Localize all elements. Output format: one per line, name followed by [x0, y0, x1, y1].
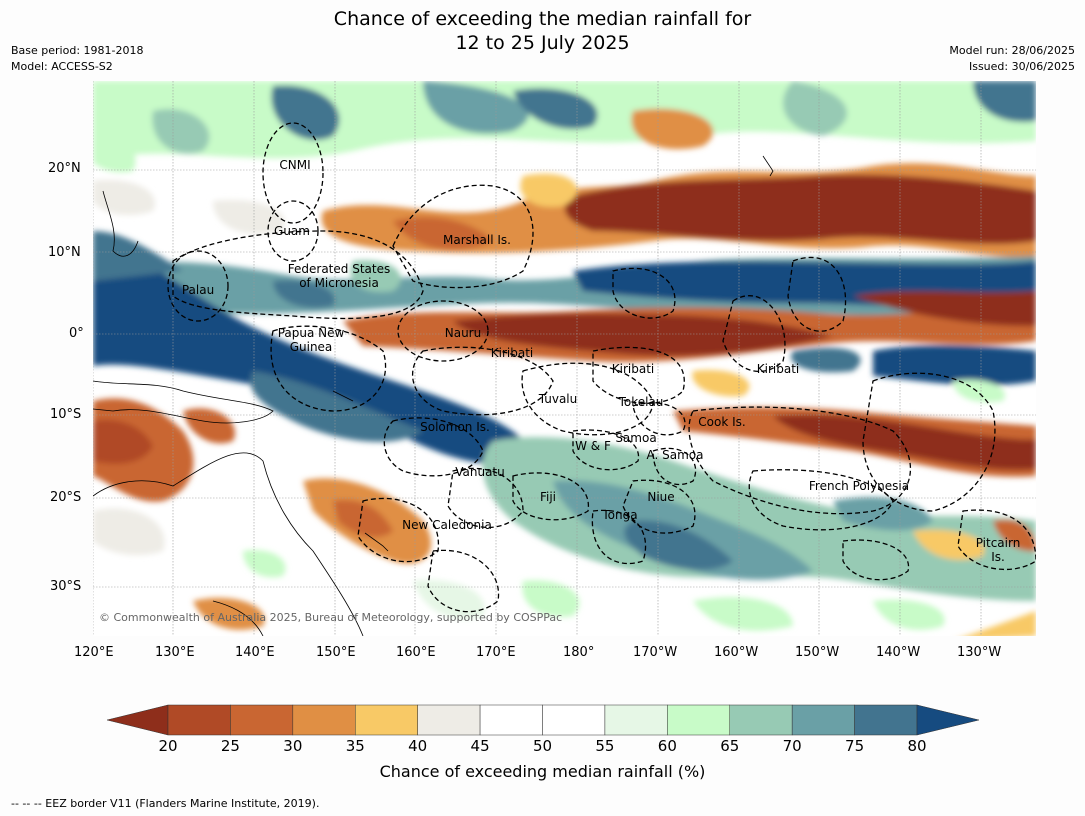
- lon-label-160e: 160°E: [396, 645, 436, 660]
- rainfall-field: [93, 81, 1036, 636]
- meta-right: Model run: 28/06/2025 Issued: 30/06/2025: [949, 43, 1075, 75]
- label-pitcairn-2: Is.: [991, 550, 1005, 564]
- label-cook: Cook Is.: [698, 415, 745, 429]
- colorbar-cell: [604, 704, 668, 736]
- colorbar-cell: [542, 704, 606, 736]
- lat-label-10n: 10°N: [48, 245, 81, 260]
- colorbar-cell: [292, 704, 356, 736]
- lon-label-170w: 170°W: [633, 645, 678, 660]
- label-pitcairn-1: Pitcairn: [976, 536, 1021, 550]
- colorbar-cell: [791, 704, 855, 736]
- map-title: Chance of exceeding the median rainfall …: [0, 7, 1085, 55]
- label-tokelau: Tokelau: [618, 395, 664, 409]
- label-fsm-1: Federated States: [288, 262, 390, 276]
- lat-label-0: 0°: [69, 326, 84, 341]
- colorbar-tick-label: 70: [782, 737, 802, 755]
- label-png-1: Papua New: [278, 326, 345, 340]
- colorbar-tick-label: 60: [657, 737, 677, 755]
- label-kiribati-west: Kiribati: [491, 346, 533, 360]
- lon-label-180: 180°: [563, 645, 595, 660]
- map-svg: CNMI Guam Marshall Is. Federated States …: [93, 81, 1036, 636]
- label-fsm-2: of Micronesia: [299, 276, 379, 290]
- lon-label-160w: 160°W: [714, 645, 759, 660]
- colorbar-cell: [167, 704, 231, 736]
- label-new-caledonia: New Caledonia: [402, 518, 492, 532]
- model-run: Model run: 28/06/2025: [949, 44, 1075, 57]
- coastlines: [93, 155, 774, 636]
- colorbar-cell: [667, 704, 730, 736]
- label-french-polynesia: French Polynesia: [809, 479, 909, 493]
- colorbar-tick-label: 35: [345, 737, 365, 755]
- lon-label-140e: 140°E: [235, 645, 275, 660]
- lon-label-130w: 130°W: [957, 645, 1002, 660]
- eez-footnote: -- -- -- EEZ border V11 (Flanders Marine…: [11, 797, 320, 810]
- colorbar-title: Chance of exceeding median rainfall (%): [379, 762, 706, 781]
- label-tonga: Tonga: [601, 508, 637, 522]
- copyright-notice: © Commonwealth of Australia 2025, Bureau…: [99, 611, 562, 624]
- issued-date: Issued: 30/06/2025: [968, 60, 1075, 73]
- label-kiribati-east: Kiribati: [757, 362, 799, 376]
- label-american-samoa: A. Samoa: [647, 448, 704, 462]
- colorbar-cells: [167, 704, 918, 736]
- colorbar-cell: [230, 704, 294, 736]
- label-marshall: Marshall Is.: [443, 233, 511, 247]
- colorbar-cell: [417, 704, 481, 736]
- label-cnmi: CNMI: [279, 158, 310, 172]
- lon-label-170e: 170°E: [476, 645, 516, 660]
- lat-label-10s: 10°S: [50, 407, 82, 422]
- label-guam: Guam: [274, 224, 310, 238]
- label-png-2: Guinea: [290, 340, 333, 354]
- colorbar-tick-label: 55: [595, 737, 615, 755]
- colorbar-tick-label: 25: [220, 737, 240, 755]
- lon-label-130e: 130°E: [155, 645, 195, 660]
- lat-label-20s: 20°S: [50, 490, 82, 505]
- label-vanuatu: Vanuatu: [455, 465, 505, 479]
- colorbar-tick-label: 75: [845, 737, 865, 755]
- label-nauru: Nauru: [445, 326, 481, 340]
- colorbar-tick-label: 40: [408, 737, 428, 755]
- lat-label-30s: 30°S: [50, 579, 82, 594]
- colorbar-tick-label: 50: [532, 737, 553, 755]
- eez-borders: [167, 122, 1036, 613]
- label-palau: Palau: [182, 283, 214, 297]
- colorbar-tick-label: 20: [158, 737, 178, 755]
- colorbar-cell: [355, 704, 418, 736]
- rainfall-map: CNMI Guam Marshall Is. Federated States …: [93, 81, 1036, 636]
- colorbar-extend-low: [107, 704, 169, 736]
- base-period: Base period: 1981-2018: [11, 44, 144, 57]
- label-wallis-futuna: W & F: [575, 439, 611, 453]
- label-tuvalu: Tuvalu: [538, 392, 578, 406]
- label-solomon: Solomon Is.: [420, 420, 490, 434]
- graticule: [93, 81, 1036, 636]
- colorbar-tick-label: 80: [907, 737, 927, 755]
- label-samoa: Samoa: [615, 431, 656, 445]
- colorbar-tick-label: 65: [720, 737, 740, 755]
- region-labels: CNMI Guam Marshall Is. Federated States …: [182, 158, 1020, 564]
- model-name: Model: ACCESS-S2: [11, 60, 113, 73]
- colorbar-tick-label: 45: [470, 737, 490, 755]
- meta-left: Base period: 1981-2018 Model: ACCESS-S2: [11, 43, 143, 75]
- colorbar-cell: [729, 704, 793, 736]
- lon-label-140w: 140°W: [876, 645, 921, 660]
- label-kiribati-central: Kiribati: [612, 362, 654, 376]
- label-niue: Niue: [647, 490, 674, 504]
- lat-label-20n: 20°N: [48, 161, 81, 176]
- colorbar-extend-high: [916, 704, 979, 736]
- colorbar-cell: [479, 704, 543, 736]
- title-line-1: Chance of exceeding the median rainfall …: [333, 8, 752, 30]
- lon-label-150w: 150°W: [795, 645, 840, 660]
- lon-label-120e: 120°E: [74, 645, 114, 660]
- title-line-2: 12 to 25 July 2025: [455, 32, 630, 54]
- colorbar: [107, 704, 979, 736]
- label-fiji: Fiji: [540, 490, 556, 504]
- colorbar-cell: [854, 704, 918, 736]
- lon-label-150e: 150°E: [316, 645, 356, 660]
- colorbar-tick-label: 30: [283, 737, 303, 755]
